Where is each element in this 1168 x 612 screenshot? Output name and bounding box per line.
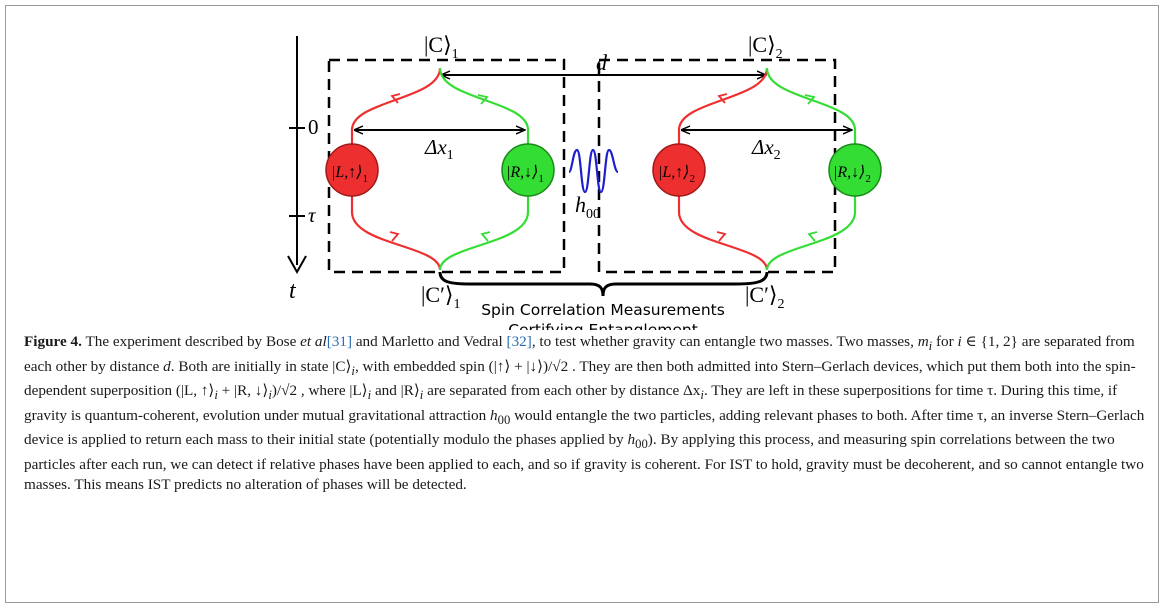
left-interferometer-box [327, 58, 566, 274]
ket-cprime2: |C′⟩2 [745, 282, 784, 312]
measurement-text-line2: Certifying Entanglement [508, 321, 698, 330]
time-axis-label: t [289, 278, 297, 304]
ball-L2: |L,↑⟩2 [652, 143, 706, 197]
ket-c2: |C⟩2 [748, 32, 783, 62]
ball-R2: |R,↓⟩2 [828, 143, 882, 197]
tick-tau-label: τ [308, 203, 317, 227]
right-paths [677, 67, 857, 271]
reference-32[interactable]: [32] [506, 333, 532, 350]
svg-text:|R,↓⟩2: |R,↓⟩2 [833, 164, 871, 185]
svg-text:|L,↑⟩1: |L,↑⟩1 [331, 164, 368, 185]
ball-R1: |R,↓⟩1 [501, 143, 555, 197]
left-path-arrows [389, 93, 491, 242]
measurement-brace [438, 271, 769, 297]
right-path-arrows [716, 93, 818, 242]
delta-x1-label: Δx1 [424, 135, 454, 163]
svg-text:|L,↑⟩2: |L,↑⟩2 [658, 164, 695, 185]
tick-zero-label: 0 [308, 115, 319, 139]
right-interferometer-box [597, 58, 837, 274]
caption-label: Figure 4. [24, 333, 82, 350]
ball-L1: |L,↑⟩1 [325, 143, 379, 197]
reference-31[interactable]: [31] [326, 333, 353, 350]
measurement-text-line1: Spin Correlation Measurements [481, 301, 725, 319]
svg-text:|R,↓⟩1: |R,↓⟩1 [506, 164, 544, 185]
ket-cprime1: |C′⟩1 [421, 282, 460, 312]
graviton-wave-icon [567, 148, 619, 194]
left-paths [350, 67, 530, 271]
h00-label: h00 [575, 192, 600, 222]
delta-x2-label: Δx2 [751, 135, 781, 163]
distance-d-label: d [596, 50, 608, 75]
ket-c1: |C⟩1 [424, 32, 459, 62]
figure-diagram: 0 τ t |C⟩1 |C⟩2 d Δx1 Δx2 [287, 32, 882, 330]
time-axis: 0 τ t [287, 36, 319, 304]
figure-caption: Figure 4. The experiment described by Bo… [24, 333, 1145, 494]
figure-frame [5, 5, 1159, 603]
